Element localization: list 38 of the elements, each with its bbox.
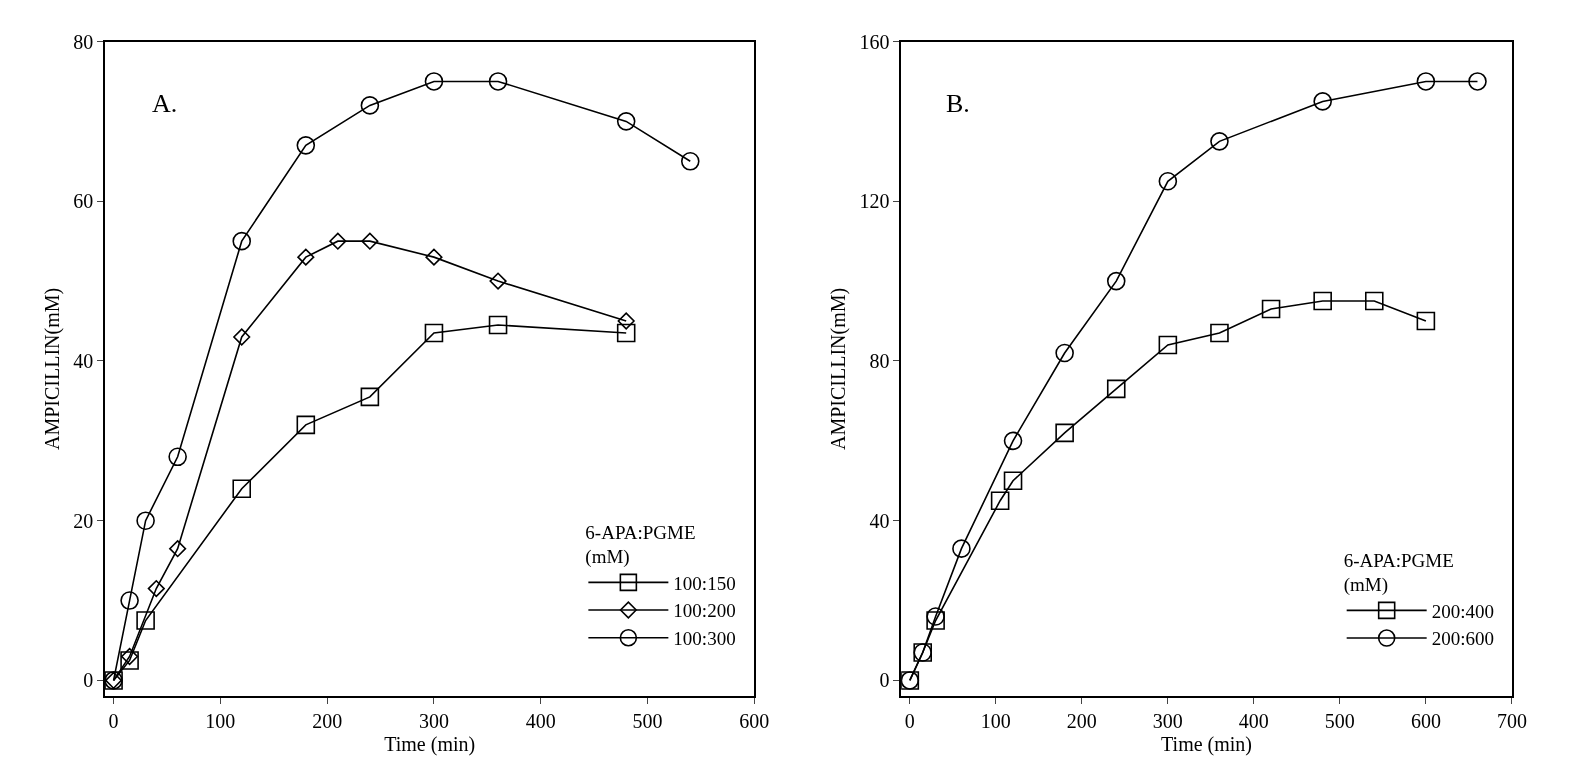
x-tick-label: 600 <box>1410 710 1441 733</box>
y-tick-label: 120 <box>859 190 890 213</box>
y-tick-label: 160 <box>859 30 890 53</box>
x-tick-label: 400 <box>1238 710 1269 733</box>
y-axis-title: AMPICILLIN(mM) <box>41 287 65 451</box>
y-axis-title: AMPICILLIN(mM) <box>827 287 851 451</box>
annotation: B. <box>946 89 970 118</box>
legend-label: 100:150 <box>673 572 736 594</box>
legend-title: 6-APA:PGME (mM) <box>1343 549 1454 597</box>
x-tick-label: 500 <box>1324 710 1355 733</box>
x-tick-label: 0 <box>108 710 119 733</box>
annotation: A. <box>152 89 178 118</box>
y-tick-label: 40 <box>73 349 94 372</box>
y-tick-label: 0 <box>83 669 94 692</box>
y-tick-label: 80 <box>73 30 94 53</box>
x-tick-label: 300 <box>1152 710 1183 733</box>
x-tick-label: 0 <box>904 710 915 733</box>
x-axis-title: Time (min) <box>384 733 476 757</box>
legend-label: 200:600 <box>1431 628 1494 650</box>
x-tick-label: 300 <box>418 710 449 733</box>
x-tick-label: 100 <box>205 710 236 733</box>
y-tick-label: 0 <box>879 669 890 692</box>
legend-title: 6-APA:PGME (mM) <box>585 521 696 569</box>
y-tick-label: 60 <box>73 190 94 213</box>
y-tick-label: 20 <box>73 509 94 532</box>
y-tick-label: 80 <box>869 349 890 372</box>
legend-label: 100:300 <box>673 628 736 650</box>
x-tick-label: 700 <box>1496 710 1527 733</box>
x-axis-title: Time (min) <box>1161 733 1253 757</box>
legend-label: 100:200 <box>673 600 736 622</box>
y-tick-label: 40 <box>869 509 890 532</box>
legend-label: 200:400 <box>1431 600 1494 622</box>
x-tick-label: 200 <box>1066 710 1097 733</box>
x-tick-label: 500 <box>632 710 663 733</box>
x-tick-label: 600 <box>739 710 770 733</box>
x-tick-label: 200 <box>312 710 343 733</box>
x-tick-label: 400 <box>525 710 556 733</box>
x-tick-label: 100 <box>980 710 1011 733</box>
